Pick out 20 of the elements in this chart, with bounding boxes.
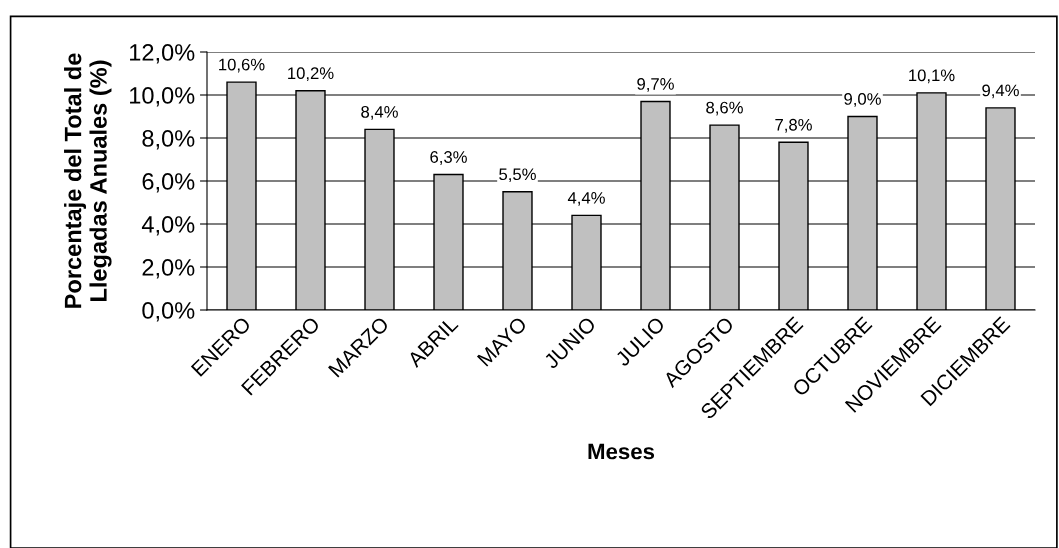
- y-axis-title: Porcentaje del Total de Llegadas Anuales (%): [64, 53, 112, 308]
- data-label: 5,5%: [499, 168, 536, 183]
- data-label: 9,0%: [844, 93, 881, 107]
- x-axis-title: Meses: [588, 443, 655, 460]
- y-tick-label: 12,0%: [130, 44, 195, 64]
- data-label: 10,1%: [909, 69, 955, 84]
- data-label: 10,2%: [288, 67, 334, 82]
- y-tick-label: 8,0%: [142, 130, 195, 150]
- y-tick-label: 4,0%: [141, 216, 195, 236]
- data-label: 8,6%: [706, 101, 743, 116]
- data-label: 9,4%: [982, 84, 1019, 99]
- y-tick-label: 6,0%: [142, 173, 195, 193]
- data-label: 7,8%: [775, 118, 812, 133]
- data-label: 9,7%: [637, 78, 674, 92]
- data-label: 4,4%: [567, 192, 605, 206]
- y-tick-label: 2,0%: [142, 259, 195, 279]
- data-label: 6,3%: [430, 151, 467, 165]
- y-tick-label: 10,0%: [130, 87, 195, 107]
- data-label: 10,6%: [219, 58, 265, 73]
- data-label: 8,4%: [361, 105, 398, 120]
